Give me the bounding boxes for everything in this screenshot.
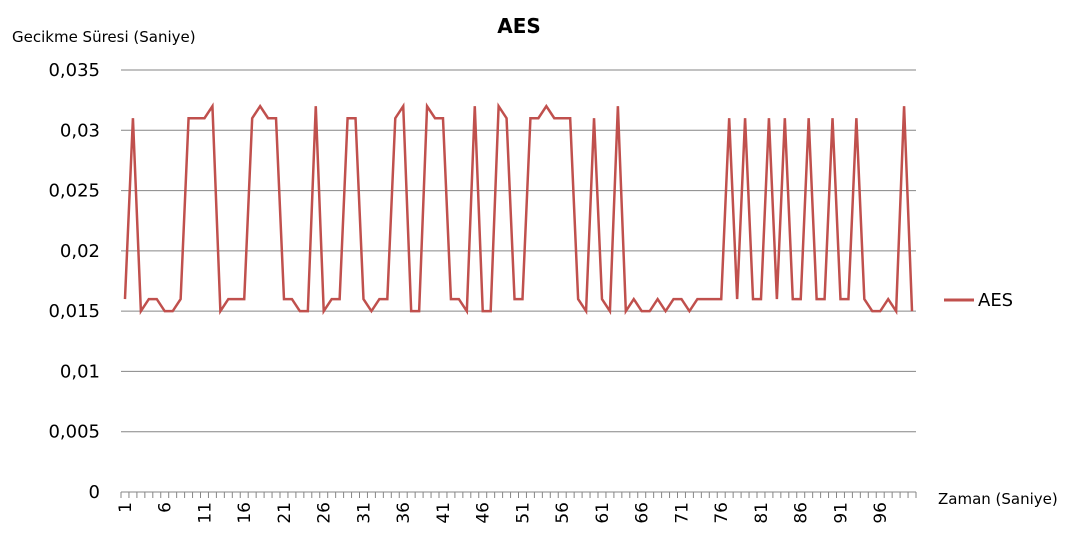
x-tick-label: 21 xyxy=(275,502,295,524)
chart-title: AES xyxy=(497,14,541,38)
y-axis-ticks: 0 0,005 0,01 0,015 0,02 0,025 0,03 0,035 xyxy=(48,60,100,503)
y-tick-label: 0,005 xyxy=(48,422,100,443)
gridlines xyxy=(121,69,916,493)
x-tick-label: 91 xyxy=(831,502,851,524)
x-tick-label: 81 xyxy=(752,502,772,524)
x-tick-label: 36 xyxy=(394,502,414,524)
y-tick-label: 0 xyxy=(89,482,100,503)
x-tick-label: 51 xyxy=(513,502,533,524)
x-tick-label: 56 xyxy=(553,502,573,524)
y-tick-label: 0,035 xyxy=(48,60,100,81)
x-tick-label: 41 xyxy=(434,502,454,524)
series-line-aes xyxy=(123,102,914,316)
x-tick-label: 86 xyxy=(792,502,812,524)
x-tick-label: 61 xyxy=(593,502,613,524)
x-axis-label: Zaman (Saniye) xyxy=(938,490,1058,508)
x-tick-label: 6 xyxy=(156,502,176,513)
x-tick-label: 66 xyxy=(633,502,653,524)
x-axis-ticks: 1 6 11 16 21 26 31 36 41 46 51 56 61 66 71 76 81 86 91 96 xyxy=(116,492,917,524)
x-tick-label: 96 xyxy=(871,502,891,524)
y-tick-label: 0,015 xyxy=(48,301,100,322)
y-axis-label: Gecikme Süresi (Saniye) xyxy=(12,28,196,46)
y-tick-label: 0,02 xyxy=(60,241,100,262)
y-tick-label: 0,03 xyxy=(60,120,100,141)
x-tick-label: 46 xyxy=(474,502,494,524)
y-tick-label: 0,025 xyxy=(48,181,100,202)
x-tick-label: 71 xyxy=(672,502,692,524)
x-tick-label: 76 xyxy=(712,502,732,524)
legend: AES xyxy=(944,290,1013,311)
x-tick-label: 1 xyxy=(116,502,136,513)
series-layer xyxy=(123,102,914,316)
y-tick-label: 0,01 xyxy=(60,361,100,382)
x-tick-label: 31 xyxy=(354,502,374,524)
x-tick-label: 26 xyxy=(315,502,335,524)
x-tick-label: 11 xyxy=(195,502,215,524)
legend-label-aes: AES xyxy=(978,290,1013,311)
x-tick-label: 16 xyxy=(235,502,255,524)
